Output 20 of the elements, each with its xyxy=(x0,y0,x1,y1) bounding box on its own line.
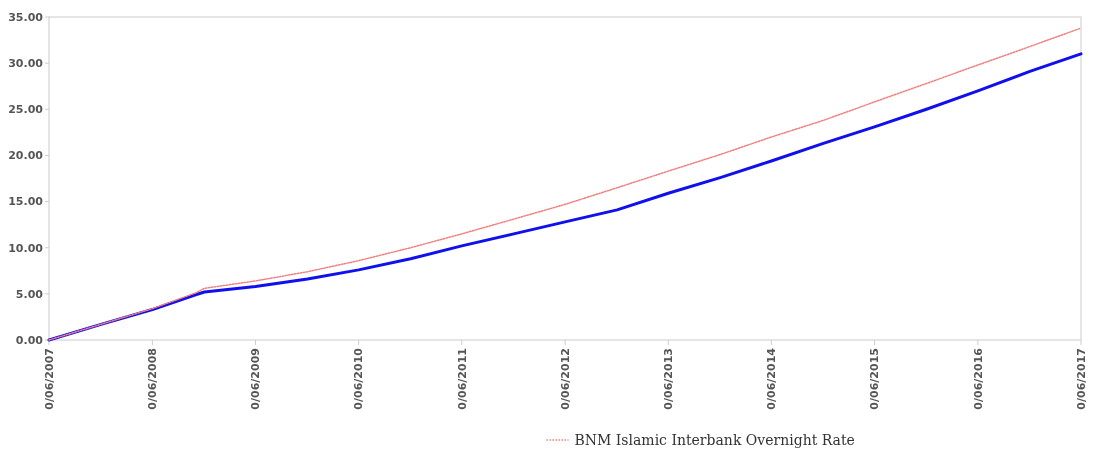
x-tick-label: 0/06/2007 xyxy=(42,348,56,410)
x-tick-label: 0/06/2016 xyxy=(971,347,985,410)
x-tick-label: 0/06/2013 xyxy=(662,348,676,410)
y-tick-label: 30.00 xyxy=(8,56,44,70)
y-tick-label: 0.00 xyxy=(15,333,44,347)
x-tick-label: 0/06/2015 xyxy=(868,348,882,410)
y-tick-label: 25.00 xyxy=(8,103,44,117)
y-tick-label: 5.00 xyxy=(15,287,44,301)
x-tick-label: 0/06/2011 xyxy=(455,348,469,410)
y-tick-label: 20.00 xyxy=(8,149,44,163)
x-tick-label: 0/06/2017 xyxy=(1074,348,1088,410)
x-tick-label: 0/06/2009 xyxy=(249,348,263,410)
x-tick-label: 0/06/2010 xyxy=(352,347,366,410)
y-tick-label: 15.00 xyxy=(8,195,44,209)
legend-label: BNM Islamic Interbank Overnight Rate xyxy=(574,431,855,448)
x-tick-label: 0/06/2014 xyxy=(765,347,779,410)
y-tick-label: 35.00 xyxy=(8,10,44,24)
x-tick-label: 0/06/2012 xyxy=(558,348,572,410)
y-tick-label: 10.00 xyxy=(8,241,44,255)
x-tick-label: 0/06/2008 xyxy=(146,348,160,410)
